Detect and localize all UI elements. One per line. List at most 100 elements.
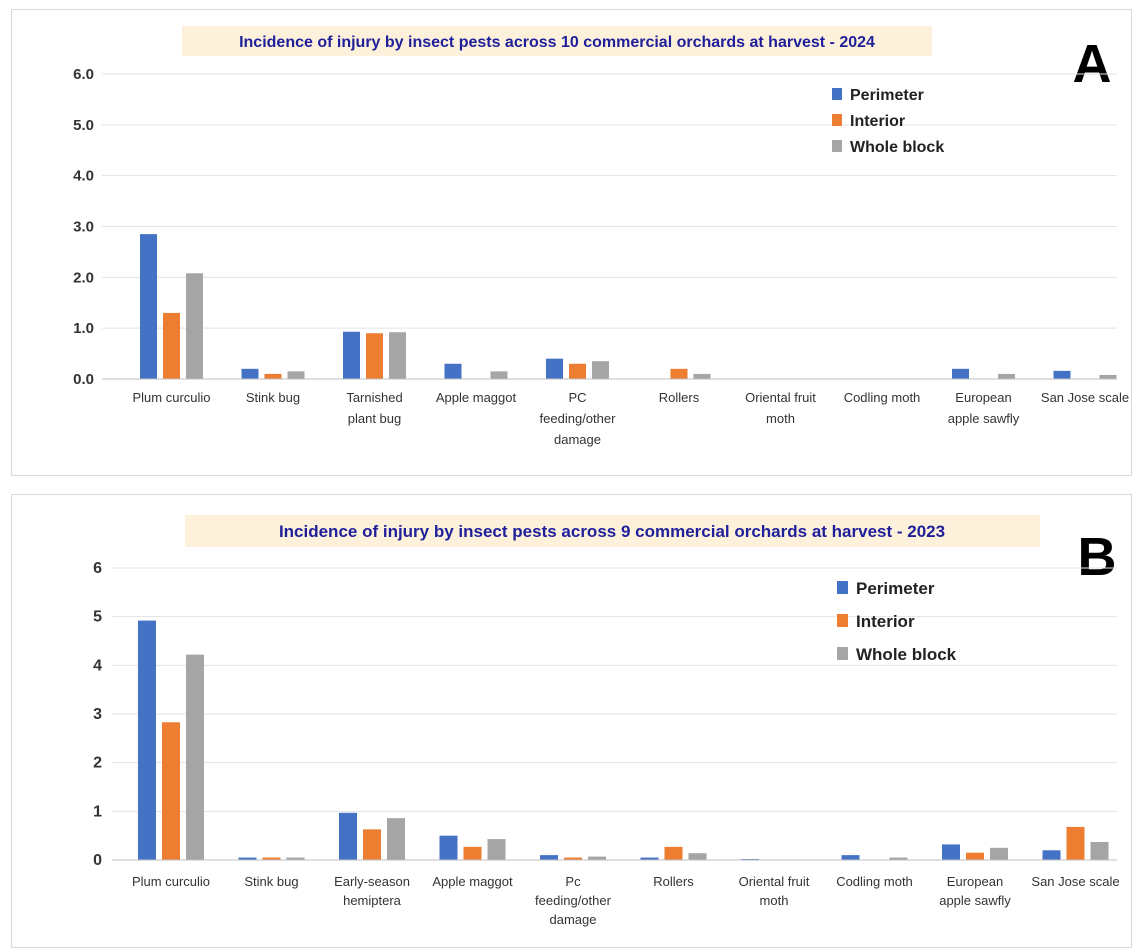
legend-label: Interior (850, 113, 905, 130)
bar-perimeter (439, 835, 458, 860)
legend-swatch (832, 88, 842, 100)
x-tick-label: Apple maggot (432, 874, 513, 889)
x-tick-label: PC feeding/other damage (540, 390, 617, 447)
bar-whole-block (1099, 374, 1117, 379)
bar-perimeter (238, 857, 257, 860)
bar-whole-block (889, 857, 908, 860)
legend-label: Perimeter (850, 87, 924, 104)
bar-whole-block (592, 361, 609, 379)
x-tick-label: European apple sawfly (948, 390, 1020, 426)
x-tick-label: Rollers (653, 874, 694, 889)
bar-whole-block (389, 332, 406, 379)
y-tick-label: 2.0 (73, 269, 94, 286)
bar-whole-block (998, 373, 1015, 379)
legend-swatch (832, 140, 842, 152)
legend-label: Whole block (856, 645, 957, 664)
bar-interior (363, 829, 381, 860)
bar-perimeter (138, 620, 156, 860)
bar-whole-block (387, 818, 405, 860)
x-tick-label: Codling moth (844, 390, 921, 405)
y-tick-label: 3.0 (73, 219, 94, 236)
legend-swatch (837, 647, 848, 660)
bar-interior (966, 852, 984, 860)
y-tick-label: 2 (93, 755, 102, 772)
x-tick-label: Pc feeding/other damage (535, 874, 612, 927)
y-tick-label: 6 (93, 560, 102, 577)
y-tick-label: 4 (93, 657, 102, 674)
x-tick-label: European apple sawfly (939, 874, 1011, 908)
bar-whole-block (487, 839, 506, 860)
y-tick-label: 3 (93, 706, 102, 723)
chart-a-svg: Incidence of injury by insect pests acro… (73, 26, 1129, 447)
bar-whole-block (1090, 841, 1109, 860)
bar-perimeter (540, 855, 558, 860)
y-tick-label: 5.0 (73, 117, 94, 134)
x-tick-label: Stink bug (246, 390, 300, 405)
legend-swatch (832, 114, 842, 126)
legend-label: Perimeter (856, 579, 935, 598)
bar-perimeter (1042, 850, 1061, 860)
bar-interior (264, 373, 282, 379)
bar-perimeter (1053, 370, 1071, 379)
bar-whole-block (186, 273, 203, 379)
bar-whole-block (186, 654, 204, 860)
x-tick-label: Apple maggot (436, 390, 517, 405)
bar-whole-block (688, 853, 707, 860)
bar-interior (564, 857, 582, 860)
bar-perimeter (444, 363, 462, 379)
legend-swatch (837, 581, 848, 594)
x-tick-label: San Jose scale (1041, 390, 1129, 405)
bar-interior (1066, 826, 1085, 860)
bar-interior (664, 846, 683, 860)
bar-perimeter (339, 812, 357, 860)
bar-interior (670, 368, 688, 379)
bar-perimeter (841, 855, 860, 860)
x-tick-label: Oriental fruit moth (739, 874, 810, 908)
bar-perimeter (640, 857, 659, 860)
x-tick-label: Codling moth (836, 874, 913, 889)
bar-perimeter (952, 368, 969, 379)
legend-label: Interior (856, 612, 915, 631)
bar-perimeter (241, 368, 259, 379)
x-tick-label: Plum curculio (132, 874, 210, 889)
bar-interior (163, 312, 180, 379)
bar-whole-block (990, 847, 1008, 860)
bar-whole-block (490, 371, 508, 379)
bar-interior (162, 722, 180, 860)
chart-panel-b: Incidence of injury by insect pests acro… (11, 494, 1132, 948)
y-tick-label: 1 (93, 803, 102, 820)
x-tick-label: Early-season hemiptera (334, 874, 410, 908)
y-tick-label: 5 (93, 609, 102, 626)
bar-interior (463, 846, 482, 860)
bar-perimeter (942, 844, 960, 860)
bar-whole-block (286, 857, 305, 860)
y-tick-label: 4.0 (73, 168, 94, 185)
y-tick-label: 6.0 (73, 66, 94, 83)
y-tick-label: 0.0 (73, 371, 94, 388)
x-tick-label: Oriental fruit moth (745, 390, 816, 426)
panel-label: B (1078, 527, 1117, 587)
bar-interior (366, 333, 383, 379)
chart-panel-a: Incidence of injury by insect pests acro… (11, 9, 1132, 476)
bar-perimeter (343, 331, 360, 379)
legend-swatch (837, 614, 848, 627)
chart-b-svg: Incidence of injury by insect pests acro… (93, 515, 1120, 927)
chart-title: Incidence of injury by insect pests acro… (239, 34, 875, 51)
legend-label: Whole block (850, 139, 944, 156)
chart-title: Incidence of injury by insect pests acro… (279, 522, 945, 541)
panel-label: A (1073, 34, 1112, 94)
bar-perimeter (546, 358, 563, 379)
x-tick-label: Rollers (659, 390, 700, 405)
bar-whole-block (287, 371, 305, 379)
chart-title-background (185, 515, 1040, 547)
y-tick-label: 0 (93, 852, 102, 869)
y-tick-label: 1.0 (73, 320, 94, 337)
bar-interior (569, 363, 586, 379)
x-tick-label: Plum curculio (132, 390, 210, 405)
x-tick-label: Tarnished plant bug (346, 390, 402, 426)
bar-perimeter (140, 234, 157, 379)
x-tick-label: Stink bug (244, 874, 298, 889)
chart-title-background (182, 26, 932, 56)
x-tick-label: San Jose scale (1031, 874, 1119, 889)
bar-whole-block (588, 856, 606, 860)
